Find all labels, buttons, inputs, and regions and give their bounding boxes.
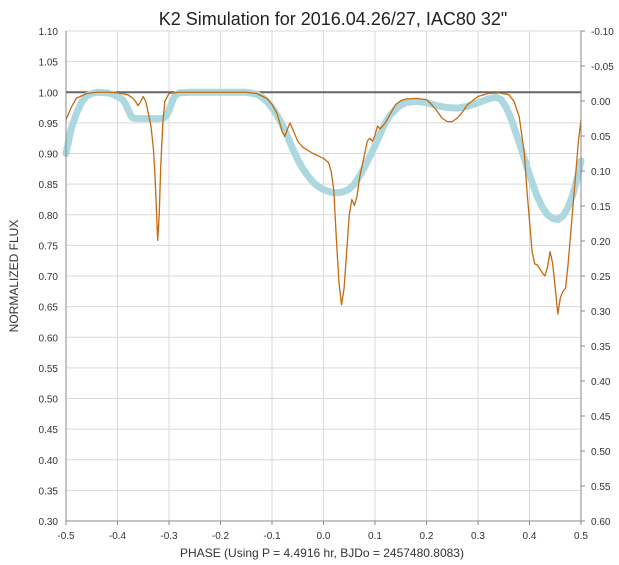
y-tick-label: 0.90: [39, 150, 59, 161]
y-tick-label: 0.30: [39, 517, 59, 528]
y2-tick-label: 0.20: [591, 237, 611, 248]
y-tick-label: 0.80: [39, 211, 59, 222]
y-tick-label: 0.50: [39, 395, 59, 406]
x-tick-label: -0.4: [109, 531, 127, 542]
y-tick-label: 0.60: [39, 333, 59, 344]
x-tick-label: -0.3: [160, 531, 178, 542]
labels: 0.30 0.35 0.40 0.45 0.50 0.55 0.60 0.65 0.70 0.75…: [39, 27, 615, 542]
y2-tick-label: 0.55: [591, 482, 611, 493]
y2-tick-label: 0.05: [591, 132, 611, 143]
x-tick-label: -0.5: [57, 531, 75, 542]
chart-title: K2 Simulation for 2016.04.26/27, IAC80 3…: [159, 9, 508, 29]
x-tick-label: 0.4: [523, 531, 537, 542]
x-tick-label: 0.2: [420, 531, 434, 542]
y-tick-label: 1.10: [39, 27, 59, 38]
x-tick-label: 0.3: [471, 531, 485, 542]
y-tick-label: 0.45: [39, 425, 59, 436]
y-tick-label: 0.35: [39, 486, 59, 497]
series-line-orange: [65, 91, 582, 315]
y2-tick-label: 0.35: [591, 342, 611, 353]
y2-tick-label: 0.15: [591, 202, 611, 213]
x-tick-label: 0.5: [574, 531, 588, 542]
y-tick-label: 0.70: [39, 272, 59, 283]
series-line-blue: [62, 88, 585, 224]
x-tick-label: 0.1: [368, 531, 382, 542]
y2-tick-label: 0.00: [591, 97, 611, 108]
series-group: [62, 88, 585, 315]
y2-tick-label: -0.10: [591, 27, 614, 38]
y-tick-label: 0.95: [39, 119, 59, 130]
y2-tick-label: 0.45: [591, 412, 611, 423]
y2-tick-label: 0.25: [591, 272, 611, 283]
y-tick-label: 0.65: [39, 303, 59, 314]
y-tick-label: 0.75: [39, 241, 59, 252]
y2-tick-label: 0.60: [591, 517, 611, 528]
y-tick-label: 0.40: [39, 456, 59, 467]
x-tick-label: -0.2: [212, 531, 230, 542]
axes: [65, 30, 585, 525]
y2-tick-label: -0.05: [591, 62, 614, 73]
x-tick-label: 0.0: [317, 531, 331, 542]
y-axis-label: NORMALIZED FLUX: [7, 220, 21, 333]
y-tick-label: 0.85: [39, 180, 59, 191]
x-tick-label: -0.1: [263, 531, 281, 542]
y-tick-label: 1.05: [39, 58, 59, 69]
y2-tick-label: 0.10: [591, 167, 611, 178]
y-tick-label: 1.00: [39, 88, 59, 99]
y2-tick-label: 0.30: [591, 307, 611, 318]
x-axis-label: PHASE (Using P = 4.4916 hr, BJDo = 24574…: [180, 546, 464, 560]
y-tick-label: 0.55: [39, 364, 59, 375]
y2-tick-label: 0.40: [591, 377, 611, 388]
y2-tick-label: 0.50: [591, 447, 611, 458]
